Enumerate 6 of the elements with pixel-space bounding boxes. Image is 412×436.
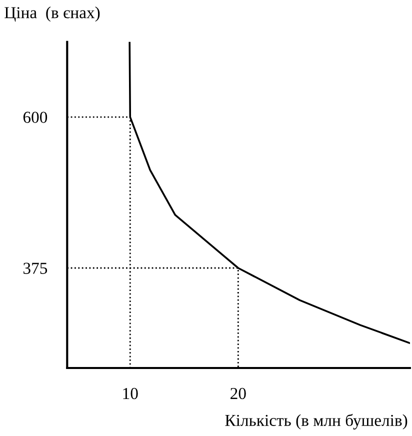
y-tick-label: 375: [24, 262, 48, 274]
y-axis-title: Ціна (в єнах): [4, 6, 100, 22]
x-axis-title: Кількість (в млн бушелів): [225, 414, 408, 430]
x-tick-label: 10: [123, 388, 138, 400]
x-tick-label: 20: [230, 388, 246, 400]
y-tick-label: 600: [23, 112, 48, 123]
